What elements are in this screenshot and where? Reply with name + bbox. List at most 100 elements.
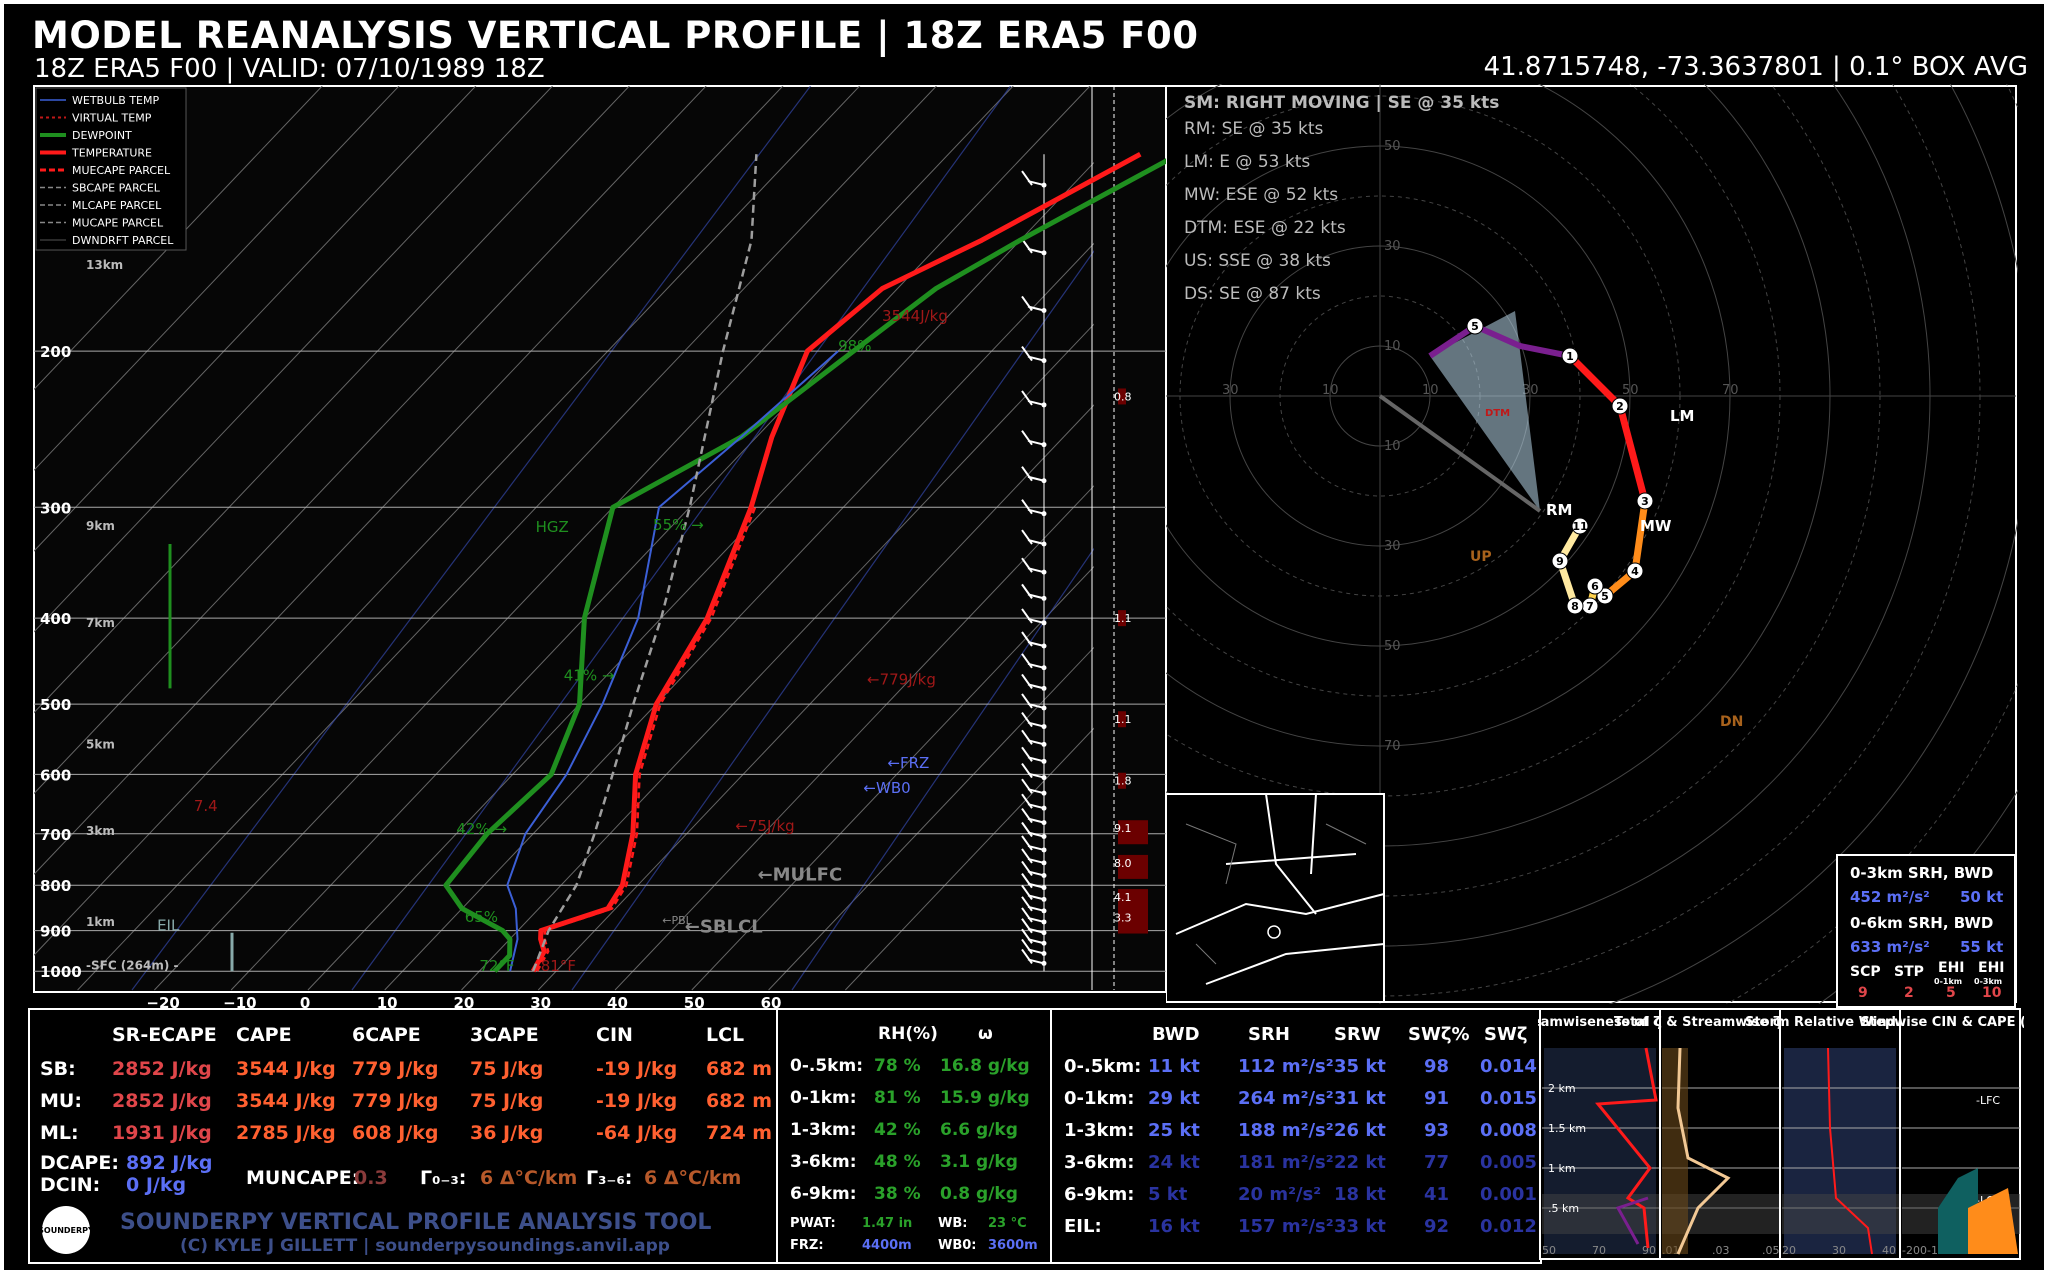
storm-motion-entry: DS: SE @ 87 kts [1184,284,1321,304]
wb-label: WB: [938,1216,968,1231]
pressure-tick-label: 1000 [40,963,82,981]
series-virtual-temp [536,506,757,972]
skewt-chart: 200 300 400 500 600 700 800 900 1000 −20 −10 0 10 20 3… [33,85,1168,1010]
wind-barb-shaft [1027,948,1045,955]
wind-barb-shaft [1027,916,1045,923]
legend-entry: VIRTUAL TEMP [72,112,152,125]
isotherm [768,646,1094,991]
state-borders [1175,793,1385,985]
hodo-point [1551,552,1569,570]
wind-barb-shaft [1027,958,1045,965]
th-omega: ω [978,1024,993,1044]
wind-barb-shaft [1027,593,1045,600]
thermo-cell: -64 J/kg [596,1122,678,1144]
moist-row-label: 0-.5km: [790,1056,863,1076]
ehi3-value: 10 [1982,985,2002,1001]
theta-tick: 1.1 [1114,713,1132,726]
storm-motion-entry: US: SSE @ 38 kts [1184,251,1331,271]
wind-barb [1021,653,1033,669]
isotherm [537,404,1094,991]
theta-tick: 8.0 [1114,857,1132,870]
wind-barb [1021,821,1033,838]
annotation: 3544J/kg [882,307,948,325]
wind-barb-shaft [1027,817,1045,824]
height-label: 3km [86,824,115,838]
wind-barb-shaft [1027,702,1045,709]
sounding-figure: MODEL REANALYSIS VERTICAL PROFILE | 18Z … [4,4,2044,1270]
wind-barb-shaft [1027,772,1045,779]
mini-title: Total ζ & Streamwise ζ (/sec) [1614,1015,1826,1030]
thermo-table: SR-ECAPE CAPE 6CAPE 3CAPE CIN LCL SB: 285… [28,1008,778,1264]
moist-row-label: 1-3km: [790,1120,857,1140]
motion-marker: DN [1720,714,1743,730]
hodo-point-label: 8 [1571,600,1579,613]
th-swz-pct: SWζ% [1408,1024,1470,1045]
hodo-segment [1566,352,1624,410]
annotation: 7.4 [194,797,218,815]
series-wetbulb-temp [506,350,839,972]
annotation: 42% → [456,820,507,838]
kin-cell: 41 [1424,1184,1450,1205]
mini-tick: 40 [1882,1244,1896,1257]
temp-tick-label: 40 [607,994,628,1010]
ring-label: 70 [1384,739,1401,754]
srh-row2-srh: 633 m²/s² [1850,938,1930,956]
legend-entry: MUCAPE PARCEL [72,217,164,230]
th-srecape: SR-ECAPE [112,1024,217,1046]
legend-entry: SBCAPE PARCEL [72,182,161,195]
hodo-point [1566,597,1584,615]
kin-cell: 77 [1424,1152,1450,1173]
theta-bar [1118,772,1126,789]
wind-barb-shaft [1027,247,1045,254]
hodo-point-label: 7 [1586,600,1594,613]
wind-barb [1021,673,1033,689]
wind-barb-shaft [1027,617,1045,624]
theta-tick: 0.8 [1114,390,1132,403]
hodo-point [1561,347,1579,365]
hodo-point [1611,397,1629,415]
wind-barb-shaft [1027,831,1045,838]
thermo-row-label: ML: [40,1122,79,1144]
wind-barb-shaft [1027,180,1045,187]
kin-cell: 0.005 [1480,1152,1537,1173]
wind-barb-shaft [1027,882,1045,889]
pressure-tick-label: 800 [40,877,71,895]
kin-cell: 188 m²/s² [1238,1120,1334,1141]
hodo-point-label: 9 [1556,555,1564,568]
isotherm [34,86,707,795]
ring-label: 10 [1422,383,1439,398]
storm-motion-entry: LM: E @ 53 kts [1184,152,1310,172]
wind-barb-shaft [1027,756,1045,763]
location-label: 41.8715748, -73.3637801 | 0.1° BOX AVG [1483,52,2028,82]
ring-label: 30 [1222,383,1239,398]
moist-w: 0.8 g/kg [940,1184,1018,1204]
isotherm [614,485,1094,991]
moist-w: 3.1 g/kg [940,1152,1018,1172]
annotation: ←PBL [662,914,692,927]
kin-cell: 29 kt [1148,1088,1200,1109]
isotherm [77,86,938,991]
pressure-tick-label: 300 [40,499,71,517]
stp-label: STP [1894,964,1924,980]
wind-barb [1021,466,1033,482]
storm-motion-entry: RM: SE @ 35 kts [1184,119,1323,139]
thermo-cell: -19 J/kg [596,1090,678,1112]
mini-tick: 20 [1782,1244,1796,1257]
muncape-value: 0.3 [354,1167,388,1189]
height-label: 1km [86,915,115,929]
theta-bar [1118,889,1148,914]
wind-barb-shaft [1027,803,1045,810]
scp-label: SCP [1850,964,1881,980]
tool-name: SOUNDERPY VERTICAL PROFILE ANALYSIS TOOL [120,1210,712,1235]
hodo-point-label: 3 [1641,495,1649,508]
legend: WETBULB TEMP VIRTUAL TEMP DEWPOINT TEMPERAT… [35,87,187,251]
inset-map-frame [1166,793,1385,1003]
theta-bar [1118,820,1148,845]
mini-height-label: .5 km [1548,1202,1579,1215]
wind-barb [1021,583,1033,599]
kin-cell: 112 m²/s² [1238,1056,1334,1077]
moist-w: 16.8 g/kg [940,1056,1030,1076]
wind-barb [1021,238,1033,254]
tool-credit: (C) KYLE J GILLETT | sounderpysoundings.… [180,1236,670,1256]
annotation: 81°F [541,957,576,975]
